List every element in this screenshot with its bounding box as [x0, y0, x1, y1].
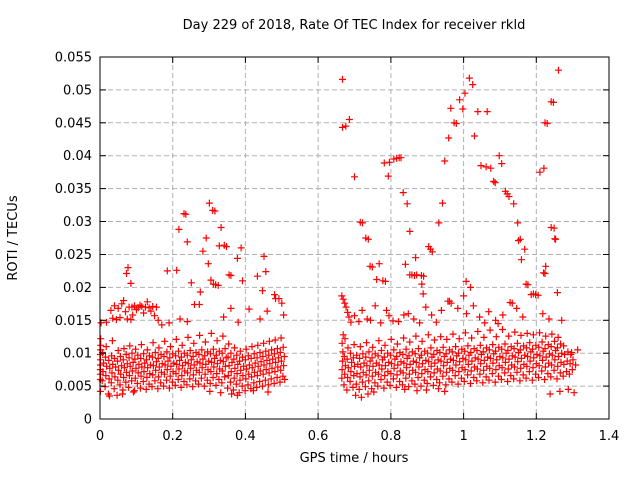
x-tick-label: 0.8: [381, 429, 402, 444]
x-tick-label: 1.2: [526, 429, 547, 444]
x-tick-label: 0.4: [235, 429, 256, 444]
x-tick-label: 0.2: [162, 429, 183, 444]
chart-data-points: [96, 66, 582, 401]
y-tick-label: 0.035: [55, 182, 92, 197]
y-axis-label: ROTI / TECUs: [6, 195, 21, 280]
y-tick-label: 0.005: [55, 380, 92, 395]
y-tick-label: 0: [84, 413, 92, 428]
chart-tick-labels: 0 0.2 0.4 0.6 0.8 1 1.2 1.4 0 0.005 0.01 0.015 0.02 0…: [55, 51, 620, 445]
x-tick-label: 1: [459, 429, 467, 444]
y-tick-label: 0.02: [63, 281, 92, 296]
y-tick-label: 0.05: [63, 83, 92, 98]
chart-frame: [99, 56, 610, 420]
y-tick-label: 0.015: [55, 314, 92, 329]
y-tick-label: 0.01: [63, 347, 92, 362]
x-tick-label: 0.6: [308, 429, 329, 444]
scatter-points-path: [96, 66, 582, 401]
x-axis-label: GPS time / hours: [300, 451, 409, 466]
x-tick-label: 1.4: [599, 429, 620, 444]
y-tick-label: 0.055: [55, 51, 92, 66]
y-tick-label: 0.025: [55, 248, 92, 263]
y-tick-label: 0.04: [63, 149, 92, 164]
y-tick-label: 0.045: [55, 116, 92, 131]
y-tick-label: 0.03: [63, 215, 92, 230]
x-tick-label: 0: [96, 429, 104, 444]
chart-title: Day 229 of 2018, Rate Of TEC Index for r…: [183, 18, 526, 33]
